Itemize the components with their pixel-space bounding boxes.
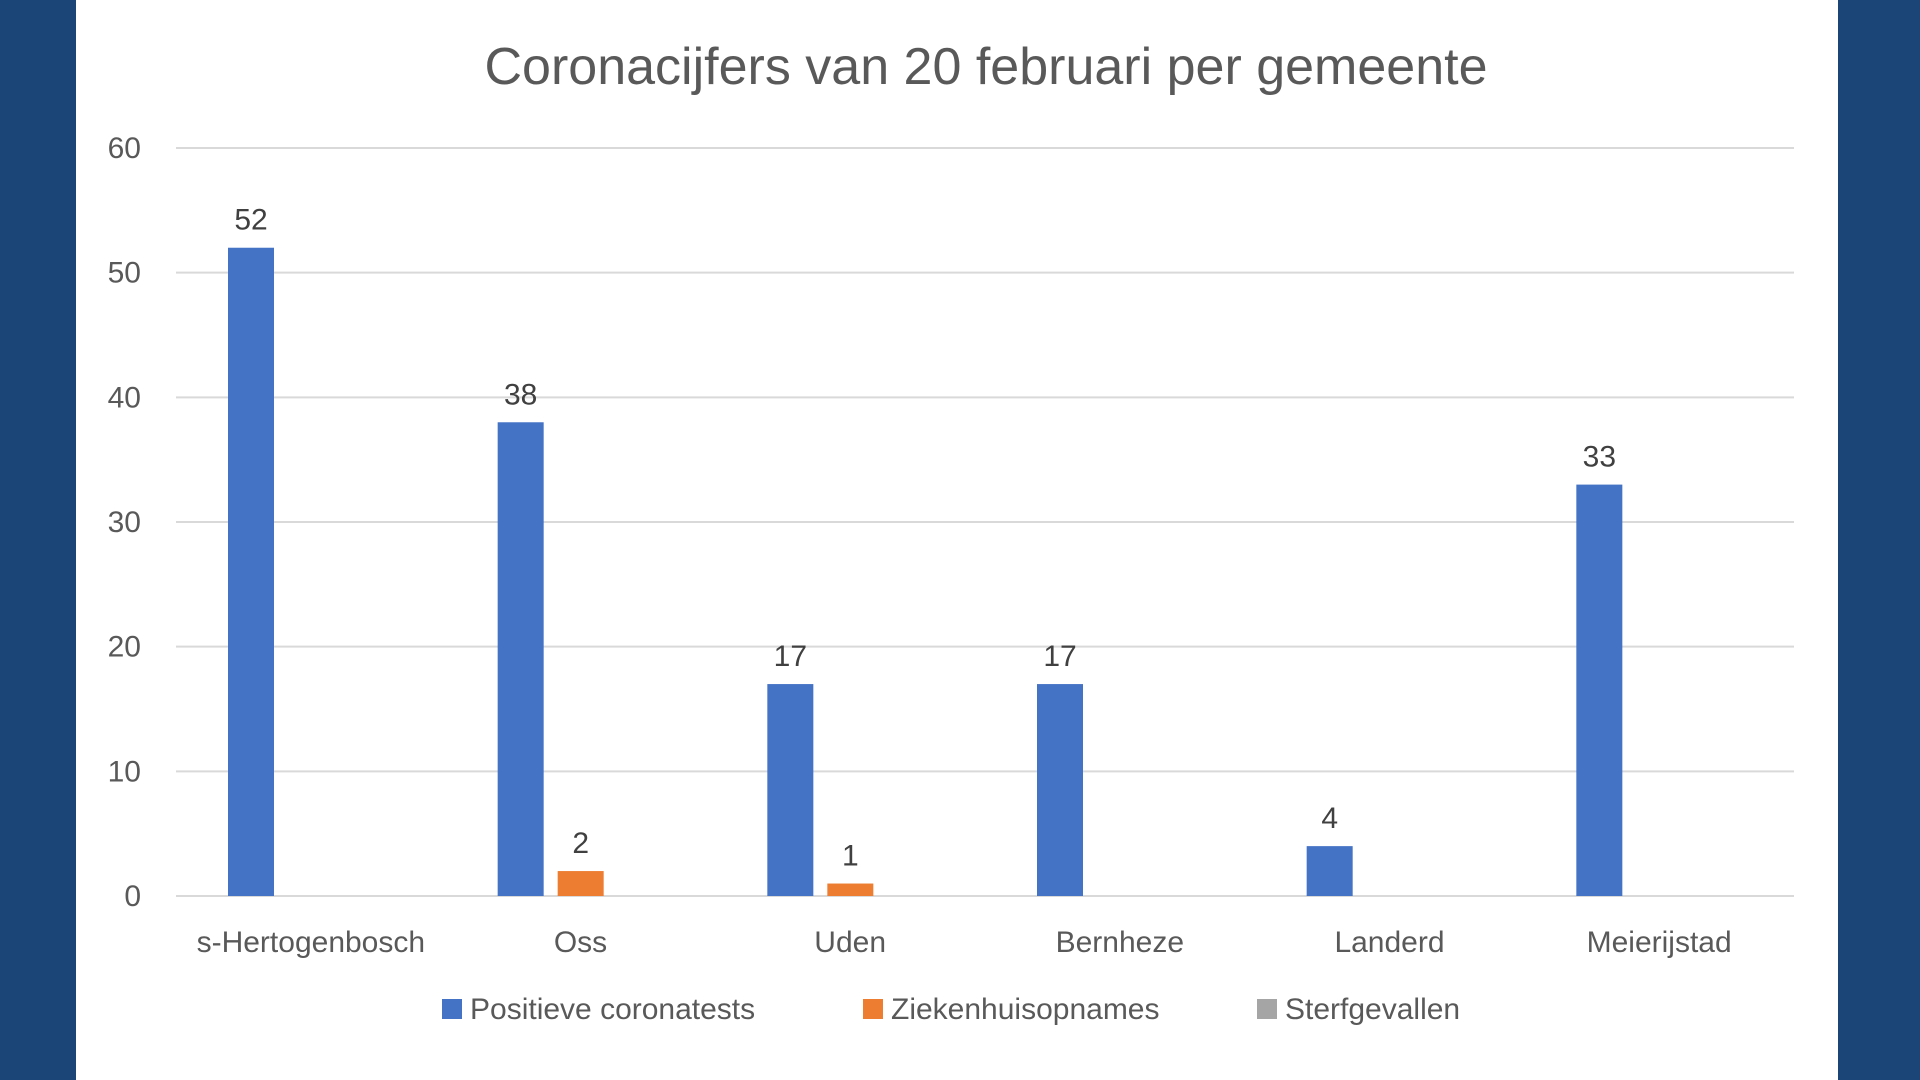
x-category-label: Landerd: [1334, 926, 1444, 959]
data-label: 52: [234, 204, 267, 237]
grid-lines: [176, 147, 1794, 897]
x-axis-categories: s-Hertogenbosch Oss Uden Bernheze Landerd Mei…: [197, 926, 1732, 959]
legend-label: Sterfgevallen: [1285, 993, 1460, 1026]
bar-chart: Coronacijfers van 20 februari per gemeen…: [108, 38, 1794, 1026]
legend: Positieve coronatests Ziekenhuisopnames St…: [442, 993, 1460, 1026]
y-tick-label: 30: [108, 506, 141, 539]
bar-ziekenhuisopnames-1: [557, 871, 604, 896]
x-category-label: Oss: [554, 926, 607, 959]
data-label: 2: [572, 827, 589, 860]
x-category-label: s-Hertogenbosch: [197, 926, 425, 959]
x-category-label: Bernheze: [1056, 926, 1184, 959]
y-tick-label: 50: [108, 257, 141, 290]
y-tick-label: 40: [108, 381, 141, 414]
data-label: 17: [774, 640, 807, 673]
chart-panel: Coronacijfers van 20 februari per gemeen…: [76, 0, 1838, 1080]
data-label: 33: [1583, 441, 1616, 474]
data-label: 4: [1321, 802, 1338, 835]
bars: [228, 247, 1623, 896]
bar-positieve-coronatests-3: [1037, 684, 1083, 896]
legend-swatch: [442, 999, 462, 1019]
bar-positieve-coronatests-5: [1576, 484, 1623, 896]
bar-positieve-coronatests-2: [767, 684, 814, 896]
data-label: 1: [842, 840, 859, 873]
x-category-label: Meierijstad: [1587, 926, 1732, 959]
chart-title: Coronacijfers van 20 februari per gemeen…: [484, 38, 1487, 96]
legend-label: Positieve coronatests: [470, 993, 755, 1026]
y-tick-label: 20: [108, 631, 141, 664]
bar-ziekenhuisopnames-2: [827, 883, 874, 896]
legend-swatch: [1257, 999, 1277, 1019]
legend-swatch: [863, 999, 883, 1019]
y-tick-label: 60: [108, 132, 141, 165]
bar-positieve-coronatests-0: [228, 247, 274, 896]
data-label: 38: [504, 378, 537, 411]
legend-label: Ziekenhuisopnames: [891, 993, 1160, 1026]
y-tick-label: 10: [108, 755, 141, 788]
x-category-label: Uden: [814, 926, 886, 959]
bar-positieve-coronatests-1: [497, 422, 544, 896]
y-tick-label: 0: [124, 880, 141, 913]
y-axis-ticks: 0 10 20 30 40 50 60: [108, 132, 141, 913]
data-labels: 52 38 17 17 4 33 2 1: [234, 204, 1616, 873]
bar-positieve-coronatests-4: [1306, 846, 1353, 896]
data-label: 17: [1043, 640, 1076, 673]
